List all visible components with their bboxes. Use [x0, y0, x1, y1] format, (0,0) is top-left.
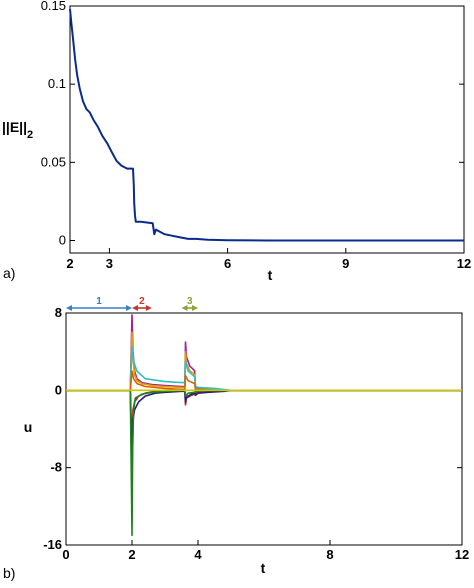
y-tick-label-b: 0: [55, 382, 62, 397]
interval-label-3: 3: [187, 296, 193, 307]
y-tick-label-a: 0.15: [41, 0, 66, 13]
y-axis-label-a: ||E||2: [2, 119, 33, 141]
x-tick-label-b: 12: [455, 547, 469, 562]
y-tick-label-b: -8: [50, 460, 62, 475]
y-tick-label-a: 0.05: [41, 154, 66, 169]
y-tick-label-b: 8: [55, 305, 62, 320]
x-tick-label-a: 9: [342, 256, 349, 271]
x-tick-label-a: 12: [457, 256, 471, 271]
x-tick-label-a: 2: [66, 256, 73, 271]
series-b: [66, 314, 462, 537]
series-a: [69, 9, 464, 242]
x-axis-label-a: t: [268, 267, 273, 283]
interval-arrowhead-right-3: [192, 305, 198, 311]
panel-a: 00.050.10.15 2 3 6 9 12 ||E||2 t a): [2, 0, 471, 283]
x-tick-label-b: 8: [326, 547, 333, 562]
interval-label-2: 2: [139, 296, 145, 307]
interval-arrowhead-right-1: [126, 305, 132, 311]
y-tick-label-a: 0.1: [48, 76, 66, 91]
x-tick-label-b: 2: [128, 547, 135, 562]
y-axis-label-b: u: [24, 419, 33, 435]
intervals-b: 1 2 3: [66, 296, 198, 311]
x-axis-label-b: t: [261, 560, 266, 576]
interval-arrowhead-left-1: [66, 305, 72, 311]
series-line-a: [69, 9, 464, 242]
y-tick-label-a: 0: [59, 232, 66, 247]
interval-label-1: 1: [96, 296, 102, 307]
x-ticks-a: 2 3 6 9 12: [66, 248, 471, 271]
plot-frame-a: [69, 5, 465, 254]
plot-frame-b: [65, 312, 463, 546]
y-axis-label-a-sub: 2: [27, 129, 33, 141]
y-ticks-a: 0 0.05 0.1 0.15: [41, 0, 464, 247]
panel-label-b: b): [3, 565, 15, 581]
interval-arrowhead-left-2: [132, 305, 138, 311]
y-tick-label-b: -16: [43, 537, 62, 552]
x-tick-label-b: 4: [194, 547, 202, 562]
y-axis-label-a-base: ||E||: [2, 119, 27, 135]
interval-arrowhead-right-2: [145, 305, 152, 311]
panel-label-a: a): [3, 265, 15, 281]
x-tick-label-b: 0: [62, 547, 69, 562]
interval-arrowhead-left-3: [181, 305, 188, 311]
x-tick-label-a: 6: [224, 256, 231, 271]
x-tick-label-a: 3: [106, 256, 113, 271]
x-ticks-b: 0 2 4 8 12: [62, 540, 469, 562]
